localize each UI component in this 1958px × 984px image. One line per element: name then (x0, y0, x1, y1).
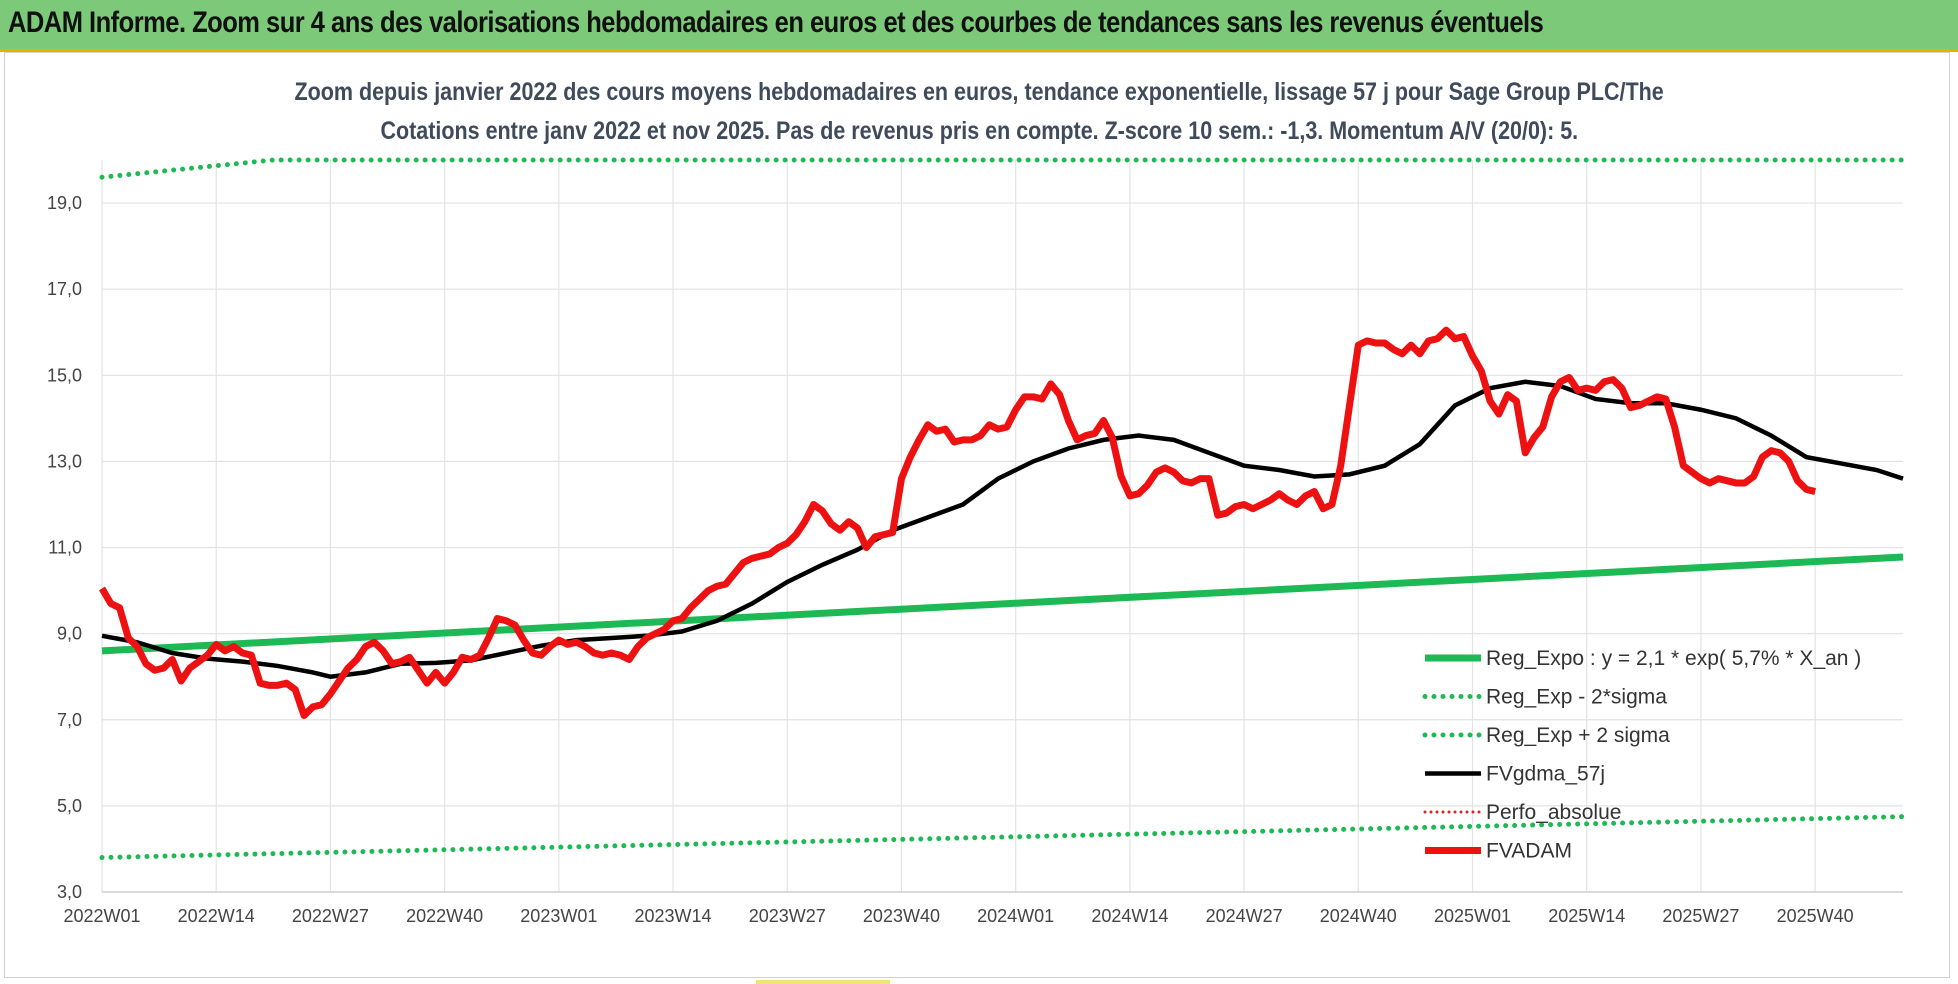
series-line-regexp (99, 814, 1906, 861)
x-axis-ticks: 2022W01 2022W14 2022W27 2022W40 2023W01 2023W… (63, 906, 1853, 926)
x-tick-label: 2023W14 (635, 906, 712, 926)
x-tick-label: 2022W01 (63, 906, 140, 926)
legend-label: Perfo_absolue (1486, 801, 1621, 824)
y-tick-label: 19,0 (47, 193, 82, 213)
legend-label: FVADAM (1486, 840, 1572, 863)
x-tick-label: 2022W14 (178, 906, 255, 926)
x-tick-label: 2023W27 (749, 906, 826, 926)
x-tick-label: 2024W14 (1091, 906, 1168, 926)
x-tick-label: 2024W40 (1320, 906, 1397, 926)
y-tick-label: 3,0 (57, 882, 82, 902)
page-title: ADAM Informe. Zoom sur 4 ans des valoris… (8, 6, 1544, 39)
x-tick-label: 2022W40 (406, 906, 483, 926)
x-tick-label: 2023W01 (520, 906, 597, 926)
chart-grid (101, 160, 1903, 893)
x-tick-label: 2025W27 (1662, 906, 1739, 926)
y-tick-label: 15,0 (47, 365, 82, 385)
chart-title-line-1-text: Zoom depuis janvier 2022 des cours moyen… (294, 78, 1664, 106)
chart-legend: Reg_Expo : y = 2,1 * exp( 5,7% * X_an ) R… (1422, 647, 1861, 863)
y-tick-label: 13,0 (47, 451, 82, 471)
x-tick-label: 2023W40 (863, 906, 940, 926)
legend-label: Reg_Exp + 2 sigma (1486, 724, 1670, 747)
series-line-fvadam (98, 326, 1816, 719)
y-tick-label: 17,0 (47, 279, 82, 299)
series-line-regexpo (101, 553, 1904, 655)
y-axis-ticks: 3,0 5,0 7,0 9,0 11,0 13,0 15,0 17,0 19,0 (47, 193, 82, 902)
x-tick-label: 2022W27 (292, 906, 369, 926)
x-tick-label: 2025W14 (1548, 906, 1625, 926)
series-line-fvgdma57j (101, 379, 1904, 679)
series-line-regexp (99, 157, 1906, 180)
x-tick-label: 2025W40 (1777, 906, 1854, 926)
y-tick-label: 11,0 (48, 538, 82, 558)
chart-series (98, 157, 1906, 861)
legend-label: Reg_Expo : y = 2,1 * exp( 5,7% * X_an ) (1486, 647, 1861, 670)
bottom-accent-bar (756, 980, 890, 984)
y-tick-label: 7,0 (57, 710, 82, 730)
header-banner: ADAM Informe. Zoom sur 4 ans des valoris… (0, 0, 1958, 52)
legend-label: FVgdma_57j (1486, 763, 1605, 786)
chart-title-line-2: Cotations entre janv 2022 et nov 2025. P… (0, 117, 1958, 146)
x-tick-label: 2025W01 (1434, 906, 1511, 926)
x-tick-label: 2024W27 (1206, 906, 1283, 926)
chart-title-line-2-text: Cotations entre janv 2022 et nov 2025. P… (380, 117, 1578, 145)
y-tick-label: 5,0 (57, 796, 82, 816)
chart-title-line-1: Zoom depuis janvier 2022 des cours moyen… (0, 78, 1958, 107)
x-tick-label: 2024W01 (977, 906, 1054, 926)
legend-label: Reg_Exp - 2*sigma (1486, 686, 1667, 709)
y-tick-label: 9,0 (57, 624, 82, 644)
chart-frame (4, 52, 1950, 978)
